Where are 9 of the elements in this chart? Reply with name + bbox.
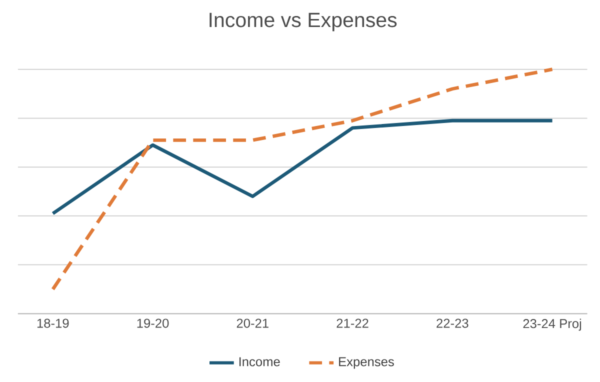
x-tick-label: 18-19	[37, 318, 69, 328]
legend-label: Expenses	[339, 357, 394, 369]
x-tick-label: 22-23	[436, 318, 468, 328]
x-tick-label: 20-21	[236, 318, 268, 328]
chart-title: Income vs Expenses	[210, 12, 397, 32]
x-tick-label: 21-22	[336, 318, 368, 328]
legend-label: Income	[239, 357, 280, 366]
x-tick-label: 19-20	[137, 318, 169, 328]
x-tick-label: 23-24 Proj	[523, 318, 582, 331]
